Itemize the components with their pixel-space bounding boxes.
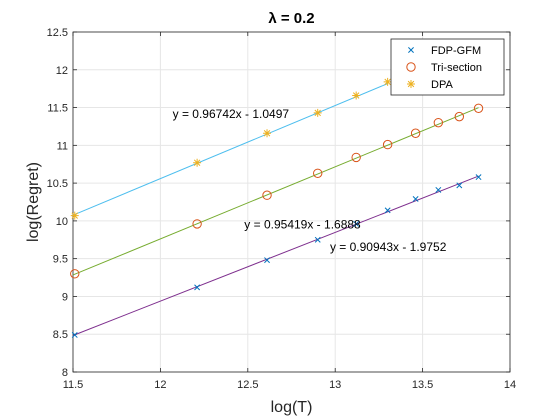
x-axis-label: log(T) [271,399,313,416]
data-point-tri-section [454,111,465,122]
fit-line [72,83,388,216]
y-tick-label: 12.5 [47,27,68,39]
data-point-tri-section [382,139,393,150]
data-point-fdp-gfm [353,220,360,227]
fit-annotations: y = 0.96742x - 1.0497 y = 0.95419x - 1.68… [173,107,447,254]
data-point-fdp-gfm [384,207,391,214]
grid-lines [72,31,511,373]
data-point-fdp-gfm [456,182,463,189]
x-tick-label: 13 [329,379,341,391]
data-point-tri-section [433,117,444,128]
data-point-dpa [352,91,361,100]
legend-label-tri-section: Tri-section [431,62,482,74]
data-point-fdp-gfm [435,186,442,193]
y-tick-label: 9.5 [53,254,68,266]
fit-lines [72,83,479,336]
data-point-fdp-gfm [264,257,270,264]
data-point-fdp-gfm [314,236,321,243]
legend-label-dpa: DPA [431,79,453,91]
fit-equation-label: y = 0.90943x - 1.9752 [330,240,447,254]
data-point-tri-section [262,190,272,200]
fit-equation-label: y = 0.96742x - 1.0497 [173,107,290,121]
data-point-dpa [193,158,202,167]
data-point-dpa [383,77,392,86]
x-tick-label: 14 [504,379,516,391]
fit-line [72,107,479,276]
y-tick-label: 10 [56,216,68,228]
fit-line [72,175,479,336]
data-point-tri-section [351,152,361,163]
y-tick-label: 8 [62,367,68,379]
data-point-tri-section [473,103,484,114]
y-tick-label: 8.5 [53,329,68,341]
y-tick-label: 11 [57,140,68,152]
data-point-tri-section [192,219,202,229]
legend-marker-dpa [407,80,415,88]
chart-title: λ = 0.2 [268,10,314,27]
data-point-fdp-gfm [475,174,482,181]
data-point-dpa [70,211,79,220]
plot-area-frame [72,31,511,373]
y-tick-label: 12 [56,65,68,77]
data-point-tri-section [410,128,421,138]
axis-ticks: 11.5 12 12.5 13 13.5 14 8 8.5 9 9.5 10 10.5 11 11.5 12… [47,27,517,391]
legend-label-fdp-gfm: FDP-GFM [431,45,481,57]
fit-equation-label: y = 0.95419x - 1.6888 [244,217,361,231]
data-point-tri-section [313,168,323,178]
x-tick-label: 11.5 [63,379,84,391]
y-axis-label: log(Regret) [25,162,42,242]
data-point-fdp-gfm [194,284,201,291]
legend: FDP-GFM Tri-section DPA [390,38,505,96]
data-point-fdp-gfm [412,196,419,202]
x-tick-label: 13.5 [412,379,433,391]
y-tick-label: 9 [62,291,68,303]
legend-marker-fdp-gfm [408,47,414,53]
data-point-dpa [313,108,322,117]
data-point-fdp-gfm [71,332,78,338]
legend-marker-tri-section [406,62,416,72]
x-tick-label: 12.5 [237,379,258,391]
y-tick-label: 11.5 [47,103,68,115]
data-point-tri-section [70,269,80,279]
x-tick-label: 12 [154,379,166,391]
y-tick-label: 10.5 [47,178,68,190]
data-point-dpa [263,129,272,138]
data-markers [70,77,484,338]
